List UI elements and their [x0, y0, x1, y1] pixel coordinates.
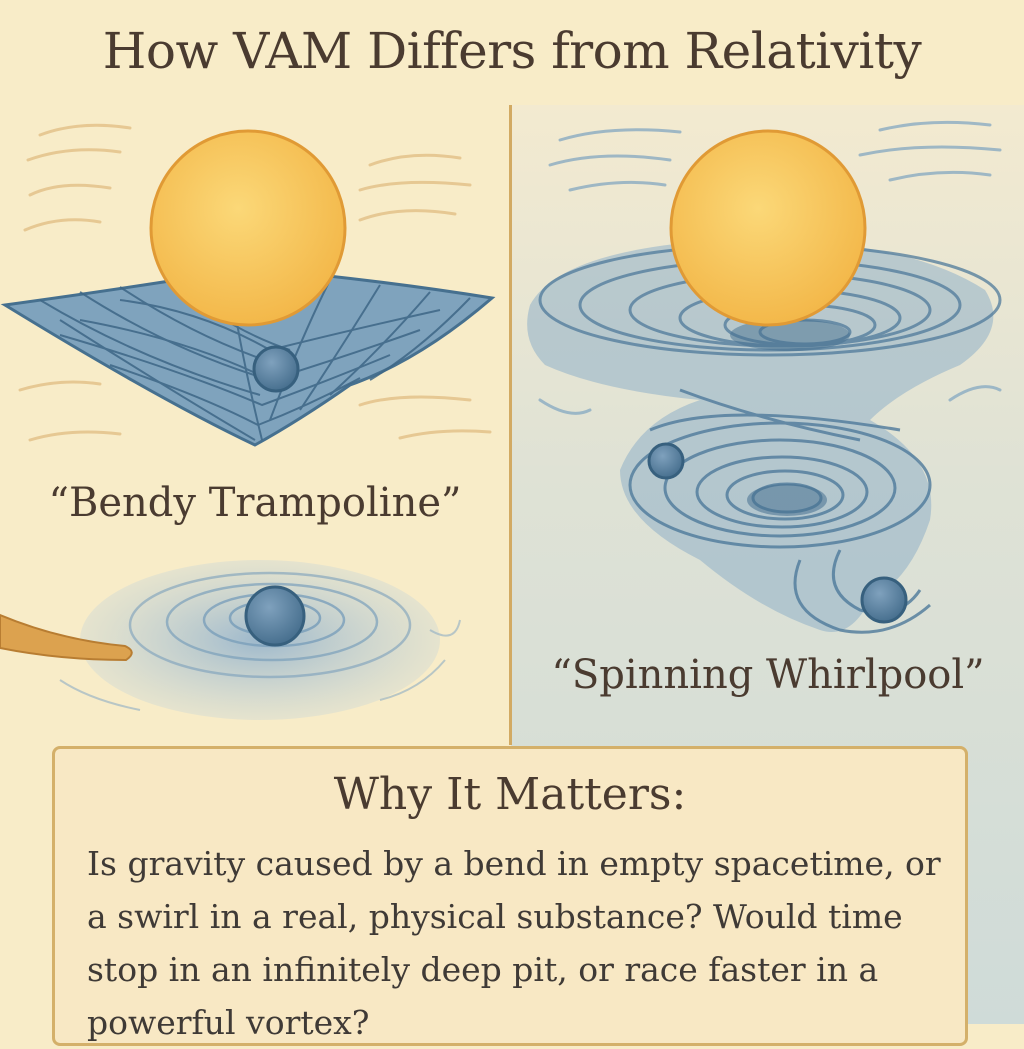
why-it-matters-body: Is gravity caused by a bend in empty spa… — [87, 844, 941, 1042]
right-wind-lines — [538, 120, 1002, 415]
panel-divider — [509, 105, 512, 745]
left-sun — [149, 129, 347, 327]
whirlpool — [527, 239, 1002, 634]
pond-ball — [244, 585, 306, 647]
illustration — [0, 120, 1002, 720]
left-planet-ball — [252, 345, 300, 393]
left-wind-lines — [18, 123, 492, 442]
why-it-matters-heading: Why It Matters: — [333, 769, 687, 820]
right-panel-caption: “Spinning Whirlpool” — [551, 652, 985, 698]
left-panel-caption: “Bendy Trampoline” — [48, 480, 462, 526]
whirlpool-ball-lower — [860, 576, 908, 624]
why-it-matters-box: Why It Matters: Is gravity caused by a b… — [52, 746, 968, 1046]
right-sun — [669, 129, 867, 327]
stick-icon — [0, 613, 133, 662]
whirlpool-ball-upper — [647, 442, 685, 480]
page-title: How VAM Differs from Relativity — [102, 22, 922, 80]
